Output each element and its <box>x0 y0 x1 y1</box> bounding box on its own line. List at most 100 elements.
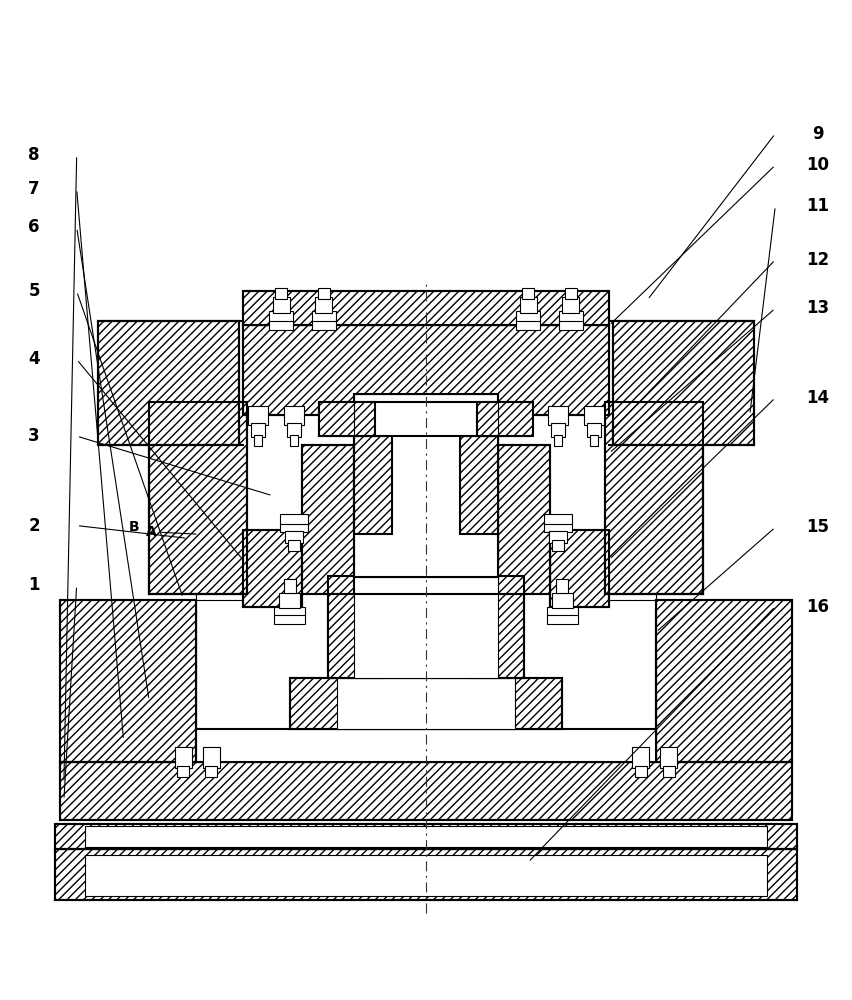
Bar <box>243 530 302 606</box>
Text: 2: 2 <box>28 517 40 535</box>
Bar <box>328 576 383 678</box>
Bar <box>320 402 375 436</box>
Bar <box>548 406 568 425</box>
Bar <box>273 297 290 313</box>
Bar <box>613 321 754 445</box>
Bar <box>284 579 296 593</box>
Bar <box>280 514 308 532</box>
Text: 16: 16 <box>807 598 829 616</box>
Bar <box>175 747 192 768</box>
Bar <box>584 406 604 425</box>
Bar <box>285 531 303 543</box>
Bar <box>632 747 649 768</box>
Text: 3: 3 <box>28 427 40 445</box>
Bar <box>98 321 239 445</box>
Bar <box>520 297 537 313</box>
Bar <box>605 402 703 594</box>
Bar <box>243 325 609 415</box>
Bar <box>590 435 598 446</box>
Bar <box>60 762 792 819</box>
Bar <box>98 321 239 445</box>
Bar <box>287 423 301 437</box>
Bar <box>320 402 532 436</box>
Bar <box>559 311 583 330</box>
Bar <box>243 291 609 325</box>
Text: 10: 10 <box>807 156 829 174</box>
Bar <box>302 445 550 594</box>
Text: 14: 14 <box>806 389 830 407</box>
Bar <box>243 325 609 415</box>
Bar <box>544 514 572 532</box>
Bar <box>656 600 792 762</box>
Bar <box>552 593 573 608</box>
Bar <box>196 729 656 762</box>
Bar <box>177 766 189 777</box>
Bar <box>288 540 300 551</box>
Bar <box>85 826 767 847</box>
Bar <box>587 423 601 437</box>
Text: 9: 9 <box>812 125 824 143</box>
Bar <box>302 445 354 594</box>
Bar <box>149 402 247 594</box>
Bar <box>55 824 797 849</box>
Bar <box>60 600 196 762</box>
Text: B: B <box>129 520 139 534</box>
Bar <box>562 297 579 313</box>
Bar <box>354 576 498 678</box>
Bar <box>279 593 300 608</box>
Text: 7: 7 <box>28 180 40 198</box>
Bar <box>663 766 675 777</box>
Bar <box>460 436 498 534</box>
Bar <box>550 530 609 606</box>
Bar <box>274 606 305 624</box>
Bar <box>605 402 703 594</box>
Bar <box>565 288 577 299</box>
Bar <box>354 436 392 534</box>
Bar <box>337 678 515 729</box>
Bar <box>149 402 247 594</box>
Bar <box>55 824 797 849</box>
Bar <box>498 445 550 594</box>
Bar <box>613 321 754 445</box>
Bar <box>290 678 562 729</box>
Text: 4: 4 <box>28 350 40 368</box>
Text: 15: 15 <box>807 518 829 536</box>
Bar <box>354 394 498 577</box>
Bar <box>660 747 677 768</box>
Bar <box>312 311 336 330</box>
Bar <box>550 530 609 606</box>
Bar <box>547 606 578 624</box>
Bar <box>635 766 647 777</box>
Bar <box>516 311 540 330</box>
Bar <box>552 540 564 551</box>
Text: 13: 13 <box>806 299 830 317</box>
Bar <box>275 288 287 299</box>
Text: 11: 11 <box>807 197 829 215</box>
Bar <box>469 576 524 678</box>
Bar <box>269 311 293 330</box>
Bar <box>549 531 567 543</box>
Bar <box>203 747 220 768</box>
Bar <box>251 423 265 437</box>
Text: 8: 8 <box>28 146 40 164</box>
Bar <box>85 855 767 896</box>
Bar <box>477 402 532 436</box>
Text: A: A <box>147 525 157 539</box>
Bar <box>55 849 797 900</box>
Bar <box>656 600 792 762</box>
Text: 12: 12 <box>806 251 830 269</box>
Bar <box>556 579 568 593</box>
Bar <box>318 288 330 299</box>
Bar <box>254 435 262 446</box>
Bar <box>551 423 565 437</box>
Bar <box>328 576 524 678</box>
Text: 5: 5 <box>28 282 40 300</box>
Bar <box>554 435 562 446</box>
Bar <box>60 762 792 819</box>
Bar <box>243 530 302 606</box>
Bar <box>205 766 217 777</box>
Bar <box>522 288 534 299</box>
Bar <box>284 406 304 425</box>
Bar <box>243 291 609 325</box>
Text: 6: 6 <box>28 218 40 236</box>
